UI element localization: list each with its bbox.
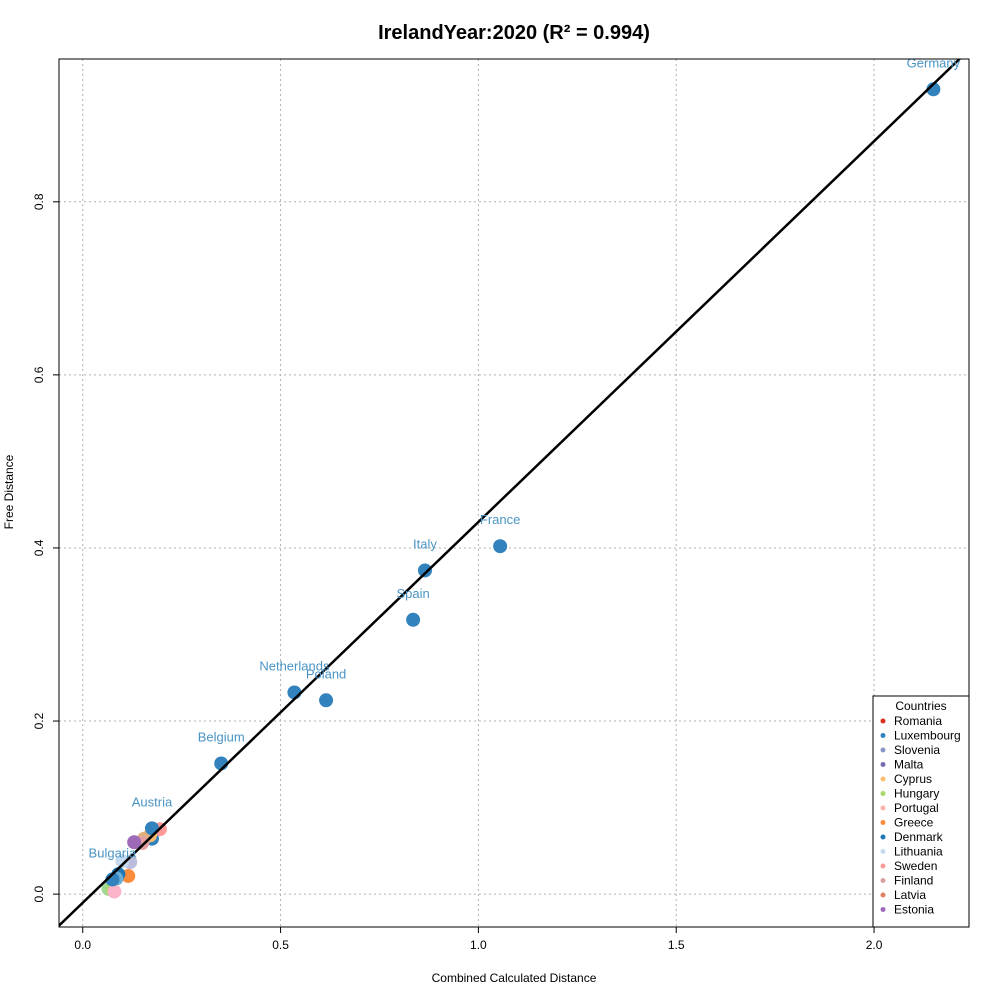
legend-marker (880, 907, 886, 912)
y-tick-label: 0.6 (32, 366, 46, 383)
fit-line-layer (59, 59, 962, 927)
x-axis-label: Combined Calculated Distance (432, 971, 597, 985)
point-label-germany: Germany (907, 55, 961, 70)
y-tick-label: 0.0 (32, 885, 46, 902)
legend-entry: Lithuania (894, 845, 943, 859)
legend-entry: Estonia (894, 903, 934, 917)
legend-marker (880, 863, 886, 869)
point-label-belgium: Belgium (198, 729, 245, 744)
chart-title: IrelandYear:2020 (R² = 0.994) (378, 22, 650, 44)
legend-entry: Slovenia (894, 743, 940, 757)
legend-entry: Romania (894, 714, 942, 728)
point-label-italy: Italy (413, 536, 437, 551)
x-tick-label: 1.0 (470, 938, 487, 952)
grid (59, 59, 969, 927)
point-label-spain: Spain (396, 586, 429, 601)
legend-marker (880, 878, 886, 883)
plot-frame (58, 58, 970, 928)
legend-marker (880, 747, 886, 753)
point-label-france: France (480, 512, 520, 527)
legend-marker (880, 733, 886, 738)
legend-entry: Finland (894, 874, 933, 888)
data-point (127, 835, 142, 850)
point-label-netherlands: Netherlands (259, 658, 330, 673)
point-labels: Germany France Italy Spain NetherlandsPoland… (89, 55, 961, 860)
legend-title: Countries (895, 699, 946, 713)
axis-ticks: 0.0 0.5 1.0 1.5 2.0 0.0 0.2 0.4 0.6 0.8 (32, 193, 883, 952)
legend-marker (880, 776, 886, 782)
data-point (107, 884, 122, 899)
y-axis-label: Free Distance (2, 454, 16, 529)
legend-marker (880, 805, 886, 811)
legend-marker (880, 849, 886, 854)
legend-marker (880, 762, 886, 767)
data-point-france (493, 539, 508, 554)
legend-marker (880, 718, 886, 724)
legend-marker (880, 791, 886, 796)
legend-entry: Greece (894, 816, 934, 830)
legend-entry: Sweden (894, 859, 937, 873)
y-tick-label: 0.8 (32, 193, 46, 210)
legend-entry: Portugal (894, 801, 939, 815)
legend-marker (880, 820, 886, 825)
data-point-italy (417, 563, 432, 578)
fit-line (59, 59, 962, 927)
x-tick-label: 1.5 (668, 938, 685, 952)
legend-marker (880, 834, 886, 840)
y-tick-label: 0.2 (32, 712, 46, 729)
legend-marker (880, 892, 886, 898)
point-label-bulgaria: Bulgaria (89, 845, 137, 860)
data-point-austria (144, 821, 159, 836)
point-label-austria: Austria (132, 794, 173, 809)
data-points (101, 82, 941, 899)
x-tick-label: 0.0 (74, 938, 91, 952)
data-point-spain (406, 612, 421, 627)
data-point (115, 854, 130, 869)
data-point-poland (319, 693, 334, 708)
legend-entry: Luxembourg (894, 729, 961, 743)
x-tick-label: 2.0 (866, 938, 883, 952)
legend-entry: Hungary (894, 787, 939, 801)
x-tick-label: 0.5 (272, 938, 289, 952)
legend-entry: Denmark (894, 830, 944, 844)
legend-entry: Cyprus (894, 772, 932, 786)
point-label-poland: Poland (306, 666, 346, 681)
y-tick-label: 0.4 (32, 539, 46, 556)
legend-entry: Latvia (894, 888, 926, 902)
legend: CountriesRomaniaLuxembourgSloveniaMaltaC… (872, 695, 970, 928)
legend-entry: Malta (894, 758, 924, 772)
